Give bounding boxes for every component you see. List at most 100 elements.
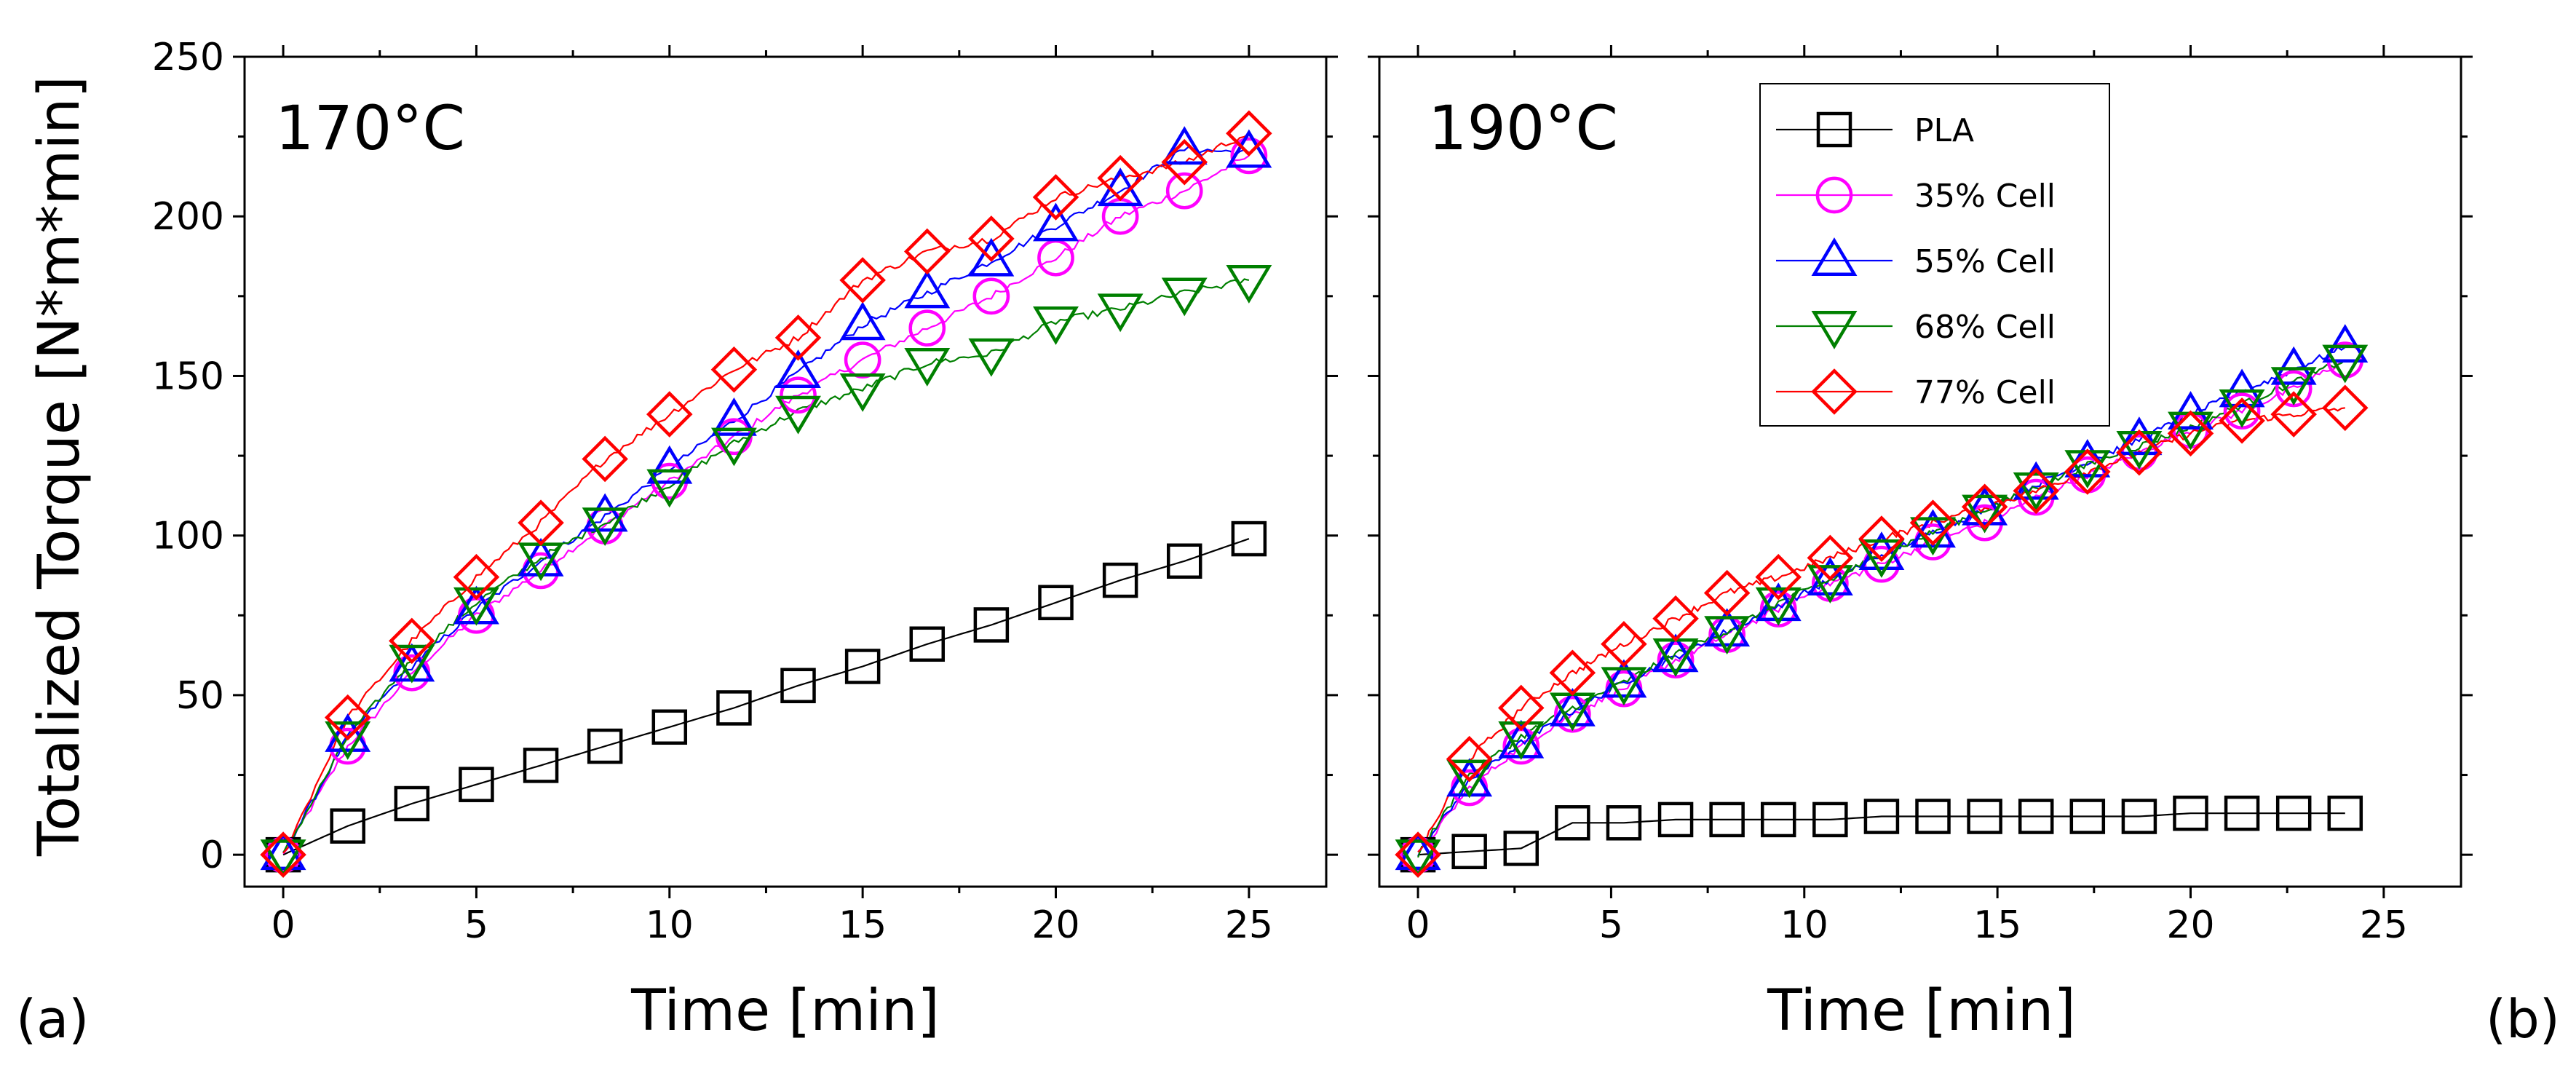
data-point-diamond xyxy=(2064,448,2111,495)
series-line-pla xyxy=(1418,812,2345,856)
data-point-triangle-down xyxy=(582,507,628,547)
x-tick-label: 15 xyxy=(1973,903,2021,947)
legend-items: PLA 35% Cell 55% Cell 68% Cell 77% Cell xyxy=(1776,111,2056,415)
data-point-triangle-down xyxy=(1097,293,1144,333)
data-point-square xyxy=(2224,795,2260,831)
y-tick-label: 150 xyxy=(152,355,224,398)
data-point-triangle-up xyxy=(2168,391,2214,430)
data-point-square xyxy=(330,808,365,844)
data-point-triangle-down xyxy=(1446,759,1493,799)
data-point-diamond xyxy=(582,435,628,483)
data-point-diamond xyxy=(646,391,693,438)
ticks-b: 0 5 10 15 20 25 xyxy=(1368,45,2473,947)
data-point-square xyxy=(1451,834,1487,870)
data-point-square xyxy=(1606,805,1642,841)
data-point-diamond xyxy=(1703,569,1751,617)
data-point-triangle-up xyxy=(2270,346,2317,385)
data-point-diamond xyxy=(710,346,758,393)
data-point-square xyxy=(1709,801,1745,838)
data-point-triangle-up xyxy=(1755,582,1802,622)
legend-label: 77% Cell xyxy=(1914,374,2056,411)
data-point-triangle-up xyxy=(2219,368,2265,408)
data-point-triangle-down xyxy=(1033,306,1079,345)
data-point-square xyxy=(2173,795,2208,831)
data-point-diamond xyxy=(774,314,822,361)
data-point-triangle-down xyxy=(904,347,951,387)
data-point-triangle-up xyxy=(1601,659,1647,698)
plot-frame-a xyxy=(243,55,1328,888)
data-point-circle xyxy=(1037,239,1074,277)
data-point-triangle-down xyxy=(1226,264,1272,304)
data-point-triangle-down xyxy=(775,395,821,435)
data-point-triangle-down xyxy=(2322,344,2369,384)
legend-marker-triangle-down xyxy=(1811,311,1858,349)
data-point-square xyxy=(1503,831,1539,866)
data-point-triangle-up xyxy=(2322,324,2369,363)
data-point-triangle-up xyxy=(1652,633,1699,673)
data-point-diamond xyxy=(1395,831,1441,878)
data-point-triangle-up xyxy=(1910,509,1956,548)
data-point-diamond xyxy=(453,553,500,601)
data-point-triangle-up xyxy=(1226,129,1272,168)
data-point-triangle-down xyxy=(1704,616,1751,655)
data-point-diamond xyxy=(1032,174,1079,221)
data-point-triangle-down xyxy=(2270,367,2317,406)
data-point-square xyxy=(1863,799,1900,834)
legend-marker-diamond xyxy=(1811,368,1858,415)
data-point-triangle-up xyxy=(1549,687,1596,727)
data-point-diamond xyxy=(518,499,564,546)
data-point-diamond xyxy=(2116,429,2163,476)
y-tick-label: 0 xyxy=(200,834,224,877)
data-point-circle xyxy=(1165,172,1203,210)
data-point-diamond xyxy=(260,831,306,878)
data-point-square xyxy=(587,728,623,764)
data-point-triangle-down xyxy=(389,644,435,684)
panel-a-label: (a) xyxy=(16,989,89,1050)
data-point-square xyxy=(459,767,494,802)
data-point-circle xyxy=(972,277,1010,315)
data-point-triangle-down xyxy=(1498,721,1545,760)
data-point-square xyxy=(1812,801,1848,838)
data-point-square xyxy=(716,690,752,726)
data-point-triangle-down xyxy=(1858,539,1905,578)
data-point-triangle-down xyxy=(1395,839,1441,879)
plot-frame-b xyxy=(1378,55,2462,888)
data-point-circle xyxy=(1230,137,1268,175)
legend: PLA 35% Cell 55% Cell 68% Cell 77% Cell xyxy=(1759,83,2110,427)
data-point-triangle-up xyxy=(582,493,628,532)
series-layer-b xyxy=(1395,324,2369,879)
x-tick-label: 5 xyxy=(1599,903,1623,947)
data-point-square xyxy=(394,785,430,822)
data-point-square xyxy=(2275,795,2312,831)
series-line-68-cell xyxy=(282,278,1250,854)
data-point-triangle-up xyxy=(1395,831,1441,871)
data-point-square xyxy=(909,626,946,662)
data-point-diamond xyxy=(1446,735,1493,783)
data-point-diamond xyxy=(1755,553,1802,601)
data-point-triangle-down xyxy=(260,839,306,879)
data-point-diamond xyxy=(1652,595,1699,642)
data-point-triangle-up xyxy=(1962,486,2008,526)
data-point-triangle-up xyxy=(775,349,821,389)
panel-b-label: (b) xyxy=(2486,989,2560,1050)
data-point-square xyxy=(973,607,1010,643)
data-point-triangle-down xyxy=(1601,667,1647,706)
data-point-diamond xyxy=(1226,110,1272,157)
data-point-diamond xyxy=(1909,499,1957,546)
data-point-triangle-up xyxy=(2116,416,2163,456)
data-point-diamond xyxy=(1807,534,1854,582)
data-point-circle xyxy=(716,418,753,456)
x-tick-label: 0 xyxy=(272,903,296,947)
data-point-diamond xyxy=(968,215,1015,262)
data-point-triangle-up xyxy=(1161,126,1208,165)
x-tick-label: 20 xyxy=(2166,903,2214,947)
data-point-triangle-up xyxy=(646,445,693,484)
data-point-square xyxy=(523,748,559,783)
data-point-triangle-up xyxy=(710,397,757,436)
data-point-square xyxy=(780,668,816,704)
panel-a-temperature: 170°C xyxy=(275,92,465,164)
series-layer-a xyxy=(260,110,1272,879)
y-tick-label: 50 xyxy=(176,674,224,718)
data-point-diamond xyxy=(903,228,951,275)
